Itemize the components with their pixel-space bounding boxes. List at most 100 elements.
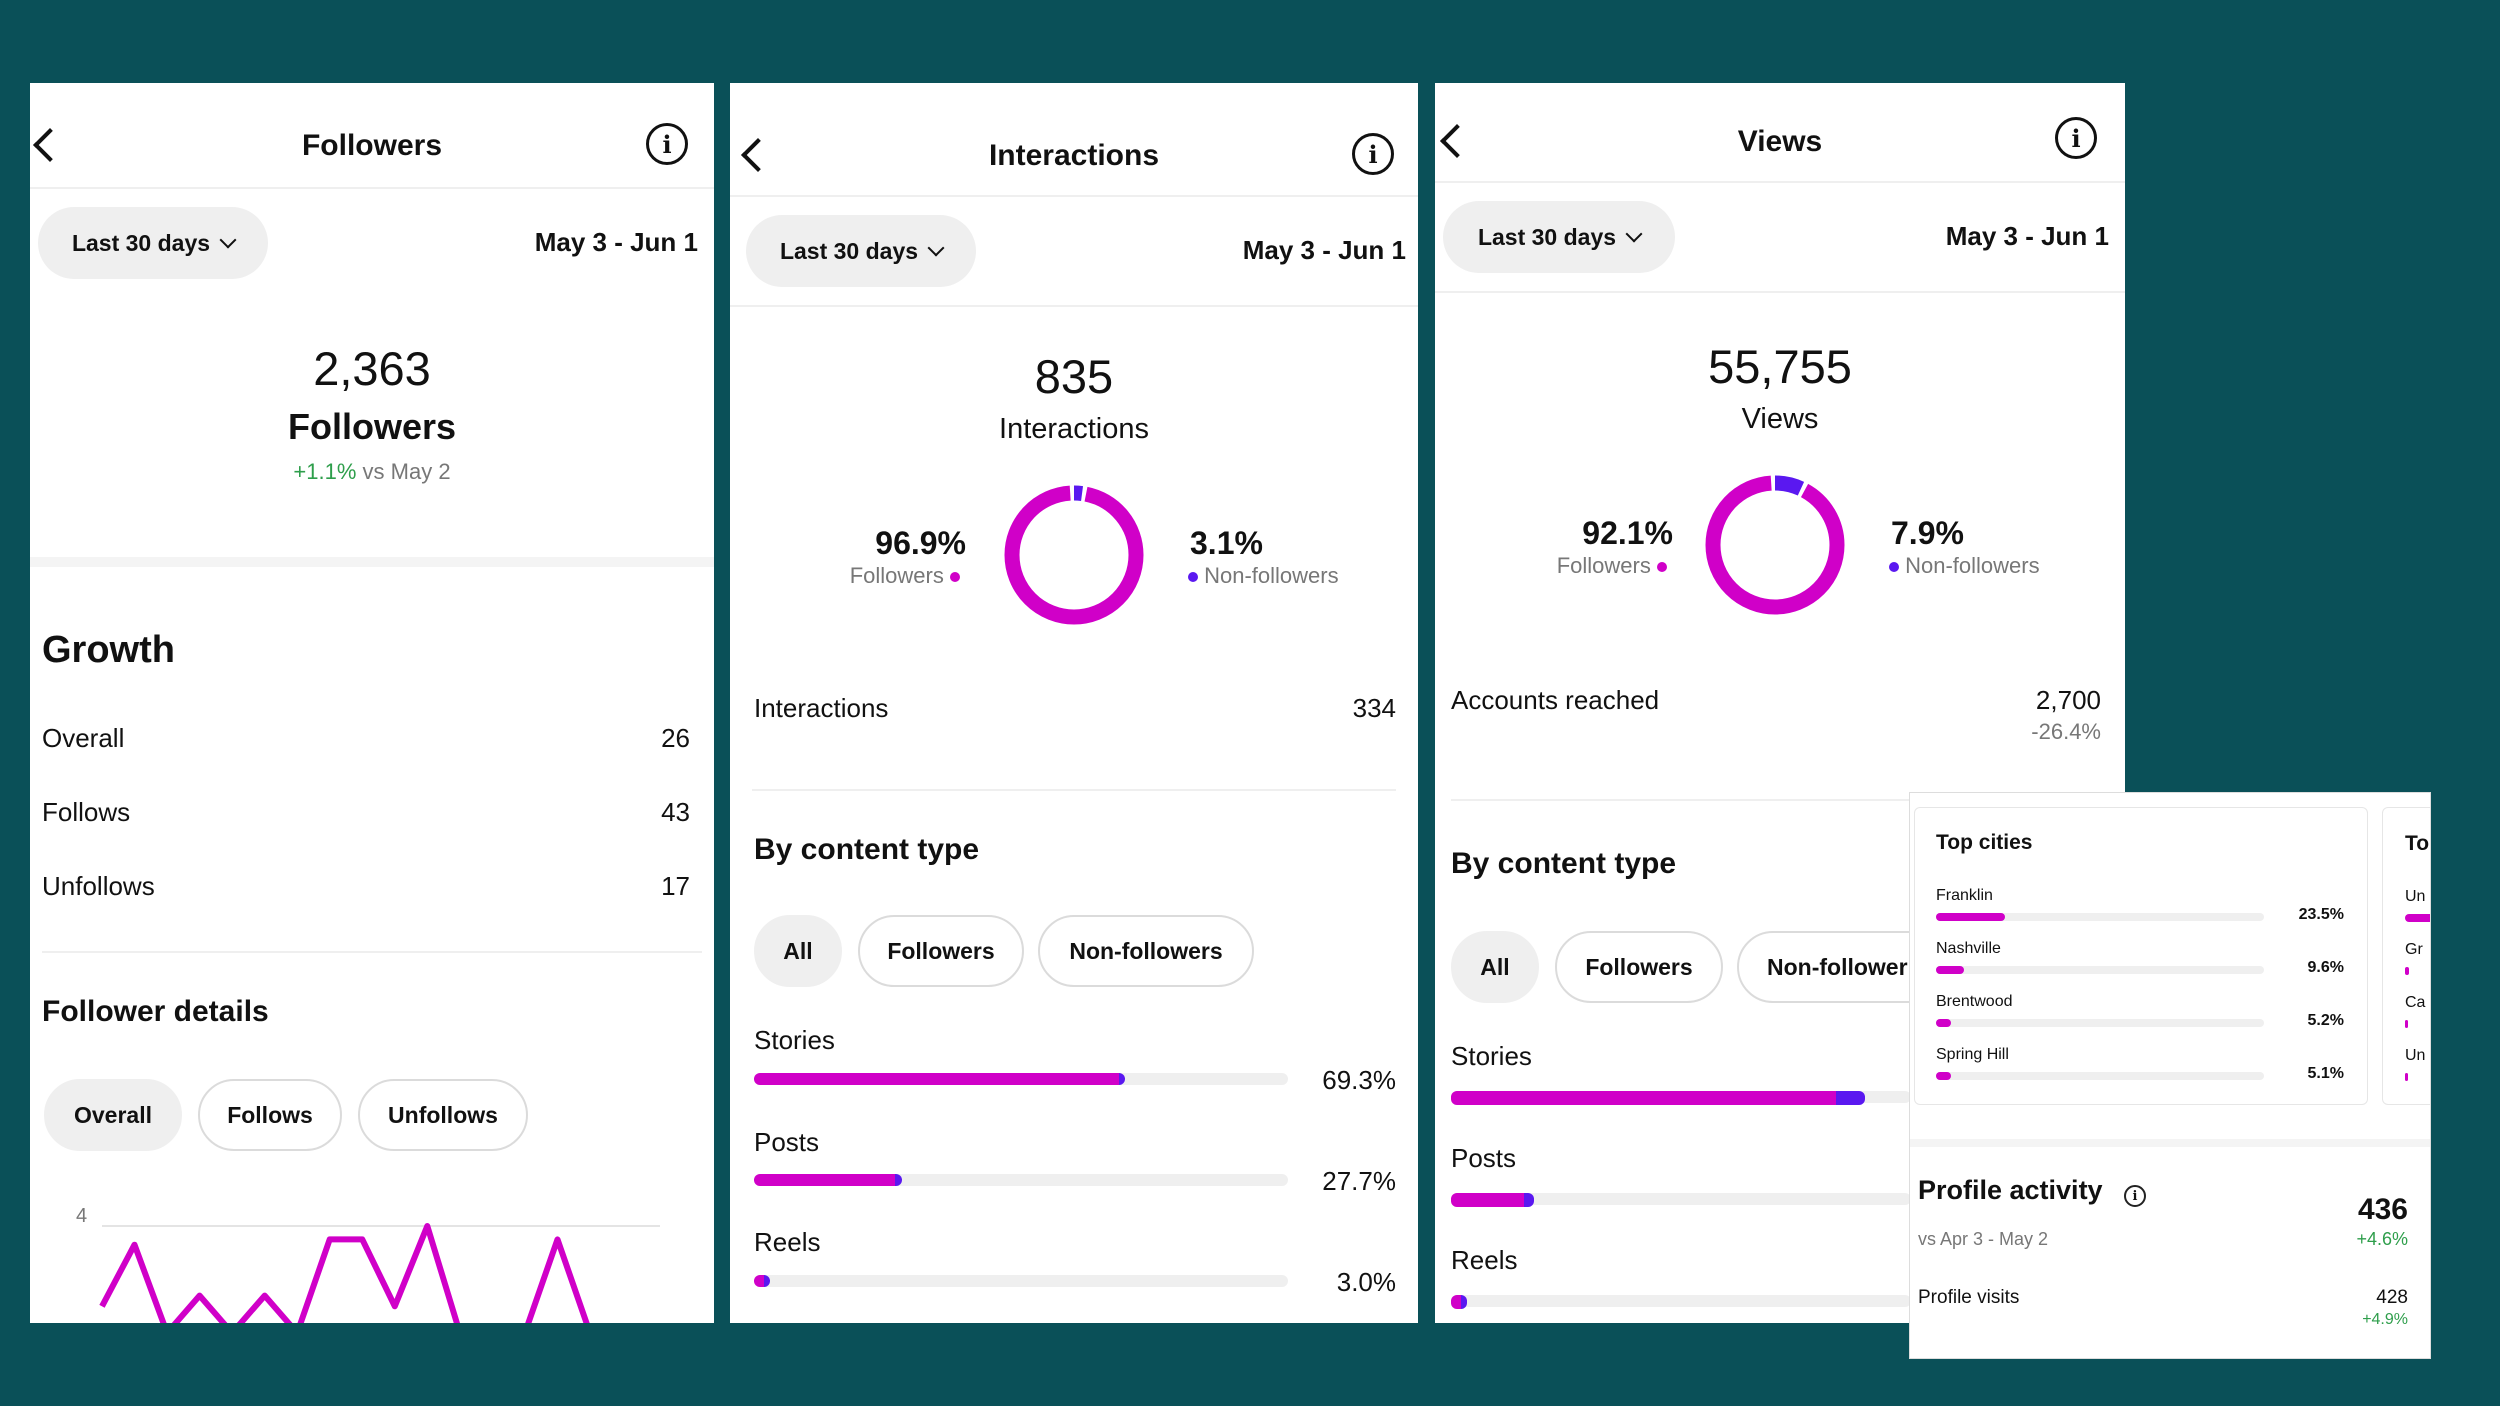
chip-followers[interactable]: Followers (858, 915, 1024, 987)
chip-all[interactable]: All (754, 915, 842, 987)
date-filter-dropdown[interactable]: Last 30 days (1443, 201, 1675, 273)
followers-legend-label: Followers (1556, 553, 1651, 578)
chevron-down-icon (927, 239, 945, 257)
followers-dot-icon (1657, 562, 1667, 573)
second-card-item: Gr (2405, 941, 2423, 958)
city-bar (1936, 1019, 1952, 1027)
overall-series-line (99, 1223, 590, 1323)
section-divider (730, 305, 1418, 307)
non-followers-legend-label: Non-followers (1204, 563, 1339, 588)
growth-row-value: 43 (661, 797, 690, 827)
content-type-followers-bar (1451, 1193, 1524, 1207)
city-name: Spring Hill (1936, 1046, 2009, 1063)
city-name: Franklin (1936, 887, 1993, 904)
audience-overlay: Top cities Franklin 23.5% Nashville 9.6%… (1910, 793, 2430, 1358)
chip-all[interactable]: All (1451, 931, 1539, 1003)
city-percent: 5.2% (2307, 1012, 2344, 1029)
follower-details-title: Follower details (42, 995, 269, 1028)
followers-legend: Followers (850, 563, 960, 589)
profile-visits-value: 428 (2376, 1287, 2408, 1308)
chip-follows[interactable]: Follows (198, 1079, 342, 1151)
date-filter-dropdown[interactable]: Last 30 days (746, 215, 976, 287)
chip-unfollows[interactable]: Unfollows (358, 1079, 528, 1151)
section-divider (1435, 291, 2125, 293)
content-type-non-followers-bar (1460, 1295, 1468, 1309)
interactions-total: 835 (1034, 350, 1114, 403)
content-type-label: Posts (1451, 1143, 1517, 1173)
content-type-followers-bar (754, 1275, 764, 1287)
content-type-value: 69.3% (1322, 1065, 1396, 1095)
top-cities-title: Top cities (1936, 831, 2033, 854)
info-icon[interactable]: i (2124, 1185, 2146, 1207)
city-track (1936, 1019, 2264, 1027)
followers-total: 2,363 (313, 342, 431, 395)
chip-followers[interactable]: Followers (1555, 931, 1723, 1003)
content-type-title: By content type (754, 833, 980, 866)
page-title: Views (1737, 125, 1823, 158)
city-percent: 5.1% (2307, 1065, 2344, 1082)
content-type-non-followers-bar (894, 1174, 902, 1186)
non-followers-legend: Non-followers (1188, 563, 1339, 589)
interactions-row-label: Interactions (754, 693, 889, 723)
growth-row-label: Follows (42, 797, 131, 827)
second-card-bar (2405, 1073, 2408, 1081)
content-type-value: 3.0% (1336, 1267, 1396, 1297)
followers-percent: 92.1% (1582, 515, 1673, 551)
chip-non-followers[interactable]: Non-followers (1038, 915, 1254, 987)
content-type-label: Posts (754, 1127, 820, 1157)
follower-line-chart (99, 1223, 660, 1323)
profile-activity-change: +4.6% (2356, 1229, 2408, 1249)
interactions-donut-chart (1004, 485, 1144, 625)
profile-activity-value: 436 (2357, 1193, 2408, 1226)
header-divider (30, 187, 714, 189)
followers-legend: Followers (1557, 553, 1667, 579)
city-bar (1936, 966, 1965, 974)
growth-title: Growth (42, 629, 175, 671)
followers-screen: Followers i Last 30 days May 3 - Jun 1 2… (30, 83, 714, 1323)
non-followers-percent: 7.9% (1891, 515, 1964, 551)
non-followers-dot-icon (1188, 572, 1198, 583)
date-filter-label: Last 30 days (1477, 223, 1617, 250)
second-card-item: Un (2405, 1047, 2426, 1064)
second-card-item: Un (2405, 888, 2426, 905)
accounts-reached-label: Accounts reached (1451, 685, 1660, 715)
chevron-down-icon (1625, 225, 1643, 243)
views-total: 55,755 (1708, 340, 1852, 393)
interactions-total-label: Interactions (999, 413, 1149, 445)
date-filter-dropdown[interactable]: Last 30 days (38, 207, 268, 279)
city-percent: 9.6% (2307, 959, 2344, 976)
followers-percent: 96.9% (875, 525, 966, 561)
second-card-bar (2405, 914, 2430, 922)
content-type-followers-bar (1451, 1295, 1461, 1309)
content-type-label: Stories (1451, 1041, 1532, 1071)
content-type-track (754, 1275, 1288, 1287)
profile-activity-title: Profile activity (1918, 1175, 2103, 1205)
date-filter-label: Last 30 days (779, 237, 919, 264)
chevron-down-icon (219, 231, 237, 249)
city-name: Nashville (1936, 940, 2001, 957)
interactions-row-value: 334 (1352, 693, 1396, 723)
info-icon[interactable]: i (2055, 117, 2097, 159)
second-card-bar (2405, 967, 2409, 975)
donut-non-followers-segment (1004, 485, 1144, 625)
content-type-followers-bar (754, 1073, 1119, 1085)
info-icon[interactable]: i (1352, 133, 1394, 175)
content-type-non-followers-bar (1836, 1091, 1865, 1105)
second-card-bar (2405, 1020, 2408, 1028)
city-track (1936, 913, 2264, 921)
top-cities-card (1914, 807, 2368, 1105)
city-bar (1936, 1072, 1952, 1080)
top-countries-card: To Un Gr Ca Un (2382, 807, 2430, 1105)
section-divider (42, 951, 702, 953)
section-separator (30, 557, 714, 567)
content-type-track (1451, 1295, 1911, 1307)
change-percent: +1.1% (293, 459, 357, 484)
non-followers-percent: 3.1% (1190, 525, 1263, 561)
growth-row-value: 17 (661, 871, 690, 901)
section-divider (1451, 799, 2111, 801)
chip-overall[interactable]: Overall (44, 1079, 182, 1151)
content-type-track (1451, 1193, 1911, 1205)
chart-y-tick: 4 (76, 1205, 88, 1227)
followers-change: +1.1% vs May 2 (30, 459, 714, 485)
info-icon[interactable]: i (646, 123, 688, 165)
